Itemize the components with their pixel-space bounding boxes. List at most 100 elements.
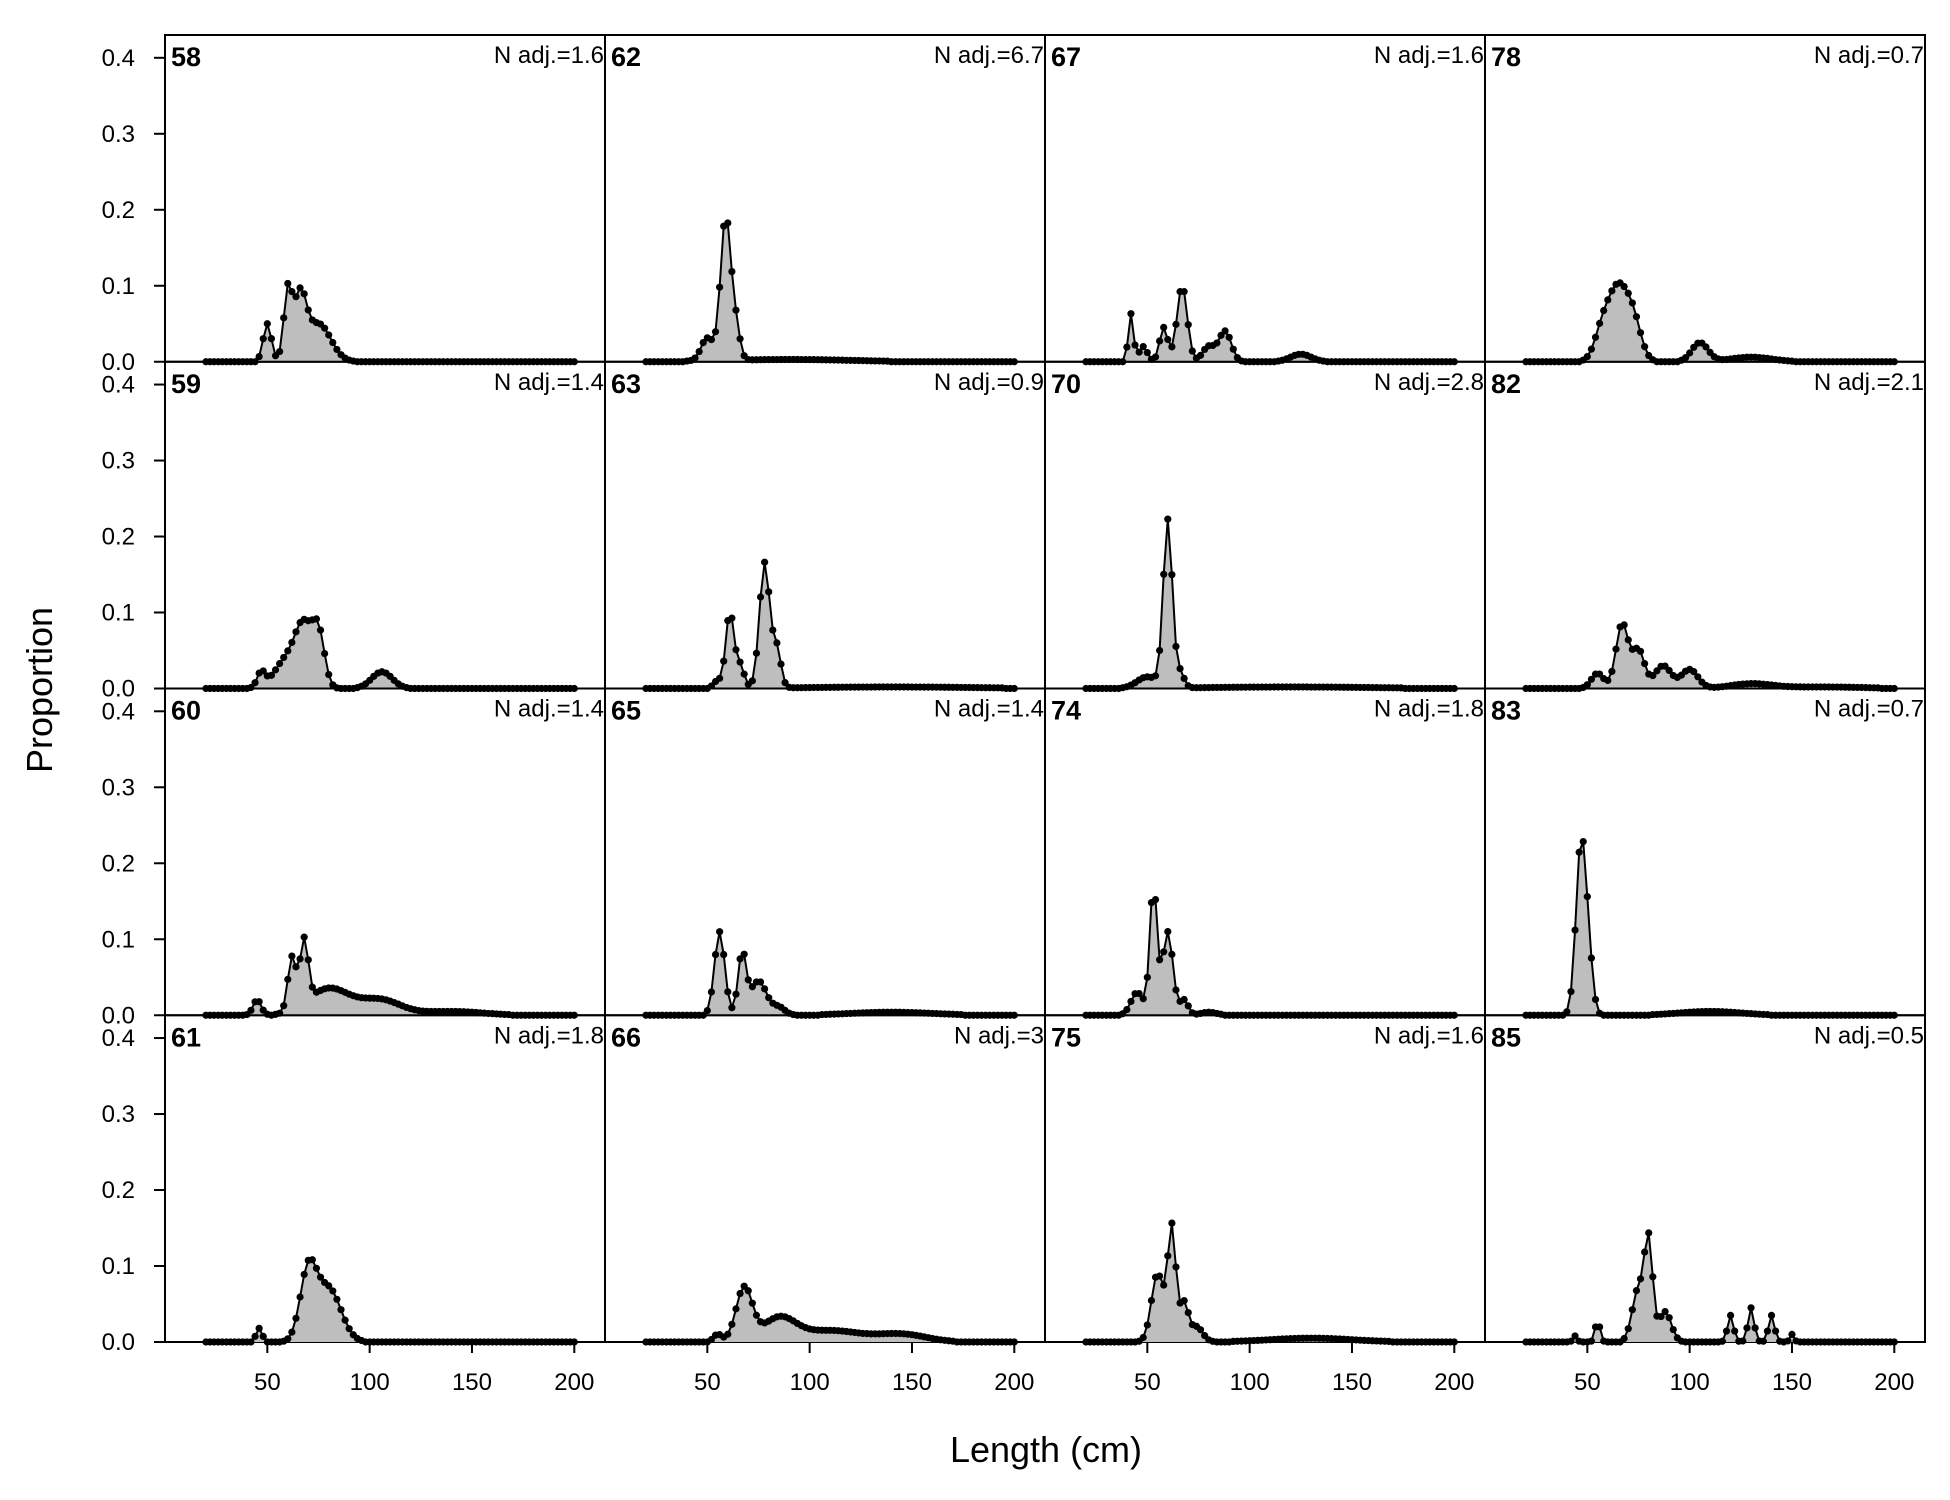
data-point <box>716 928 723 935</box>
data-point <box>1181 1297 1188 1304</box>
data-point <box>1152 672 1159 679</box>
data-point <box>732 1305 739 1312</box>
data-point <box>1596 320 1603 327</box>
data-point <box>284 1335 291 1342</box>
data-point <box>708 988 715 995</box>
data-point <box>1571 926 1578 933</box>
data-point <box>1580 838 1587 845</box>
panel-n-adj-label: N adj.=6.7 <box>934 42 1044 69</box>
data-point <box>1123 1006 1130 1013</box>
figure-background <box>0 0 1950 1500</box>
data-point <box>1148 1297 1155 1304</box>
data-point <box>1197 352 1204 359</box>
data-point <box>296 955 303 962</box>
data-point <box>280 654 287 661</box>
y-tick-label: 0.3 <box>102 774 135 801</box>
data-point <box>1221 327 1228 334</box>
x-tick-label: 200 <box>554 1369 594 1396</box>
data-point <box>1621 283 1628 290</box>
data-point <box>1172 321 1179 328</box>
data-point <box>1156 956 1163 963</box>
data-point <box>305 956 312 963</box>
data-point <box>1621 1335 1628 1342</box>
data-point <box>736 658 743 665</box>
data-point <box>1584 893 1591 900</box>
data-point <box>1747 1304 1754 1311</box>
y-tick-label: 0.4 <box>102 372 135 399</box>
panel-n-adj-label: N adj.=1.4 <box>934 696 1044 723</box>
data-point <box>753 650 760 657</box>
data-point <box>301 934 308 941</box>
data-point <box>1131 341 1138 348</box>
data-point <box>333 1296 340 1303</box>
data-point <box>1152 896 1159 903</box>
data-point <box>284 280 291 287</box>
data-point <box>1172 643 1179 650</box>
panel-n-adj-label: N adj.=0.7 <box>1814 696 1924 723</box>
data-point <box>728 1321 735 1328</box>
panel-id-label: 60 <box>171 696 201 726</box>
data-point <box>1172 986 1179 993</box>
data-point <box>724 988 731 995</box>
data-point <box>247 1007 254 1014</box>
data-point <box>1588 1337 1595 1344</box>
data-point <box>1226 334 1233 341</box>
data-point <box>761 559 768 566</box>
data-point <box>1152 353 1159 360</box>
panel-n-adj-label: N adj.=1.4 <box>494 369 604 396</box>
data-point <box>1181 288 1188 295</box>
data-point <box>256 1325 263 1332</box>
data-point <box>251 679 258 686</box>
panel-id-label: 75 <box>1051 1022 1081 1052</box>
x-tick-label: 50 <box>254 1369 281 1396</box>
data-point <box>280 1002 287 1009</box>
data-point <box>1127 998 1134 1005</box>
data-point <box>1127 310 1134 317</box>
data-point <box>745 976 752 983</box>
data-point <box>736 335 743 342</box>
panel-n-adj-label: N adj.=1.6 <box>1374 1022 1484 1049</box>
data-point <box>728 268 735 275</box>
data-point <box>732 307 739 314</box>
panel-id-label: 61 <box>171 1022 201 1052</box>
panel-n-adj-label: N adj.=1.6 <box>1374 42 1484 69</box>
data-point <box>741 951 748 958</box>
data-point <box>321 325 328 332</box>
panel-n-adj-label: N adj.=0.5 <box>1814 1022 1924 1049</box>
data-point <box>1637 329 1644 336</box>
data-point <box>292 628 299 635</box>
data-point <box>1649 1273 1656 1280</box>
x-axis-title: Length (cm) <box>950 1429 1142 1470</box>
panel-id-label: 59 <box>171 369 201 399</box>
data-point <box>720 951 727 958</box>
data-point <box>716 675 723 682</box>
data-point <box>1625 1325 1632 1332</box>
x-tick-label: 200 <box>1874 1369 1914 1396</box>
panel-n-adj-label: N adj.=0.7 <box>1814 42 1924 69</box>
panel-n-adj-label: N adj.=0.9 <box>934 369 1044 396</box>
data-point <box>753 1312 760 1319</box>
data-point <box>251 1333 258 1340</box>
data-point <box>1592 996 1599 1003</box>
y-tick-label: 0.1 <box>102 600 135 627</box>
data-point <box>749 1300 756 1307</box>
data-point <box>268 335 275 342</box>
data-point <box>716 284 723 291</box>
data-point <box>256 998 263 1005</box>
data-point <box>1144 974 1151 981</box>
y-tick-label: 0.4 <box>102 45 135 72</box>
data-point <box>1189 347 1196 354</box>
x-tick-label: 150 <box>892 1369 932 1396</box>
data-point <box>292 293 299 300</box>
data-point <box>1604 296 1611 303</box>
data-point <box>1637 648 1644 655</box>
panel-id-label: 67 <box>1051 42 1081 72</box>
data-point <box>313 615 320 622</box>
data-point <box>1164 336 1171 343</box>
data-point <box>1576 849 1583 856</box>
data-point <box>708 336 715 343</box>
data-point <box>1764 1327 1771 1334</box>
data-point <box>272 666 279 673</box>
data-point <box>1621 621 1628 628</box>
data-point <box>1604 677 1611 684</box>
